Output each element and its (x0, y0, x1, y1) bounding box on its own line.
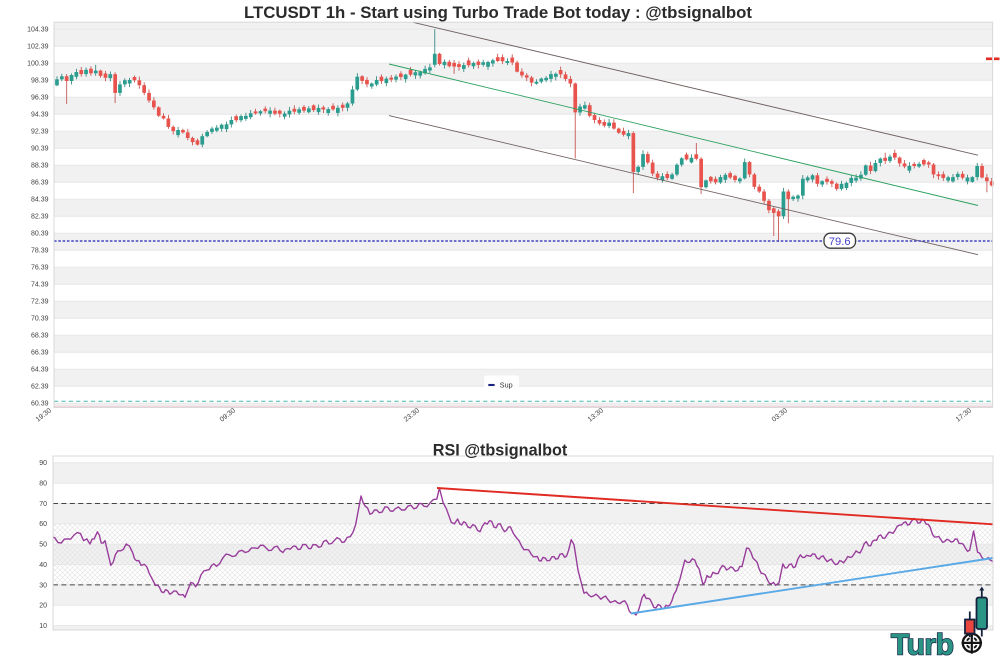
svg-text:70.39: 70.39 (31, 316, 49, 323)
svg-text:Turb: Turb (891, 629, 954, 662)
svg-text:90.39: 90.39 (31, 146, 49, 153)
svg-text:102.39: 102.39 (27, 44, 49, 51)
svg-text:60: 60 (39, 521, 47, 528)
svg-text:96.39: 96.39 (31, 95, 49, 102)
svg-text:78.39: 78.39 (31, 248, 49, 255)
svg-text:30: 30 (39, 582, 47, 589)
svg-text:79.6: 79.6 (829, 236, 851, 248)
svg-text:88.39: 88.39 (31, 163, 49, 170)
svg-text:Sup: Sup (500, 381, 513, 390)
svg-text:80.39: 80.39 (31, 231, 49, 238)
svg-text:98.39: 98.39 (31, 78, 49, 85)
svg-text:76.39: 76.39 (31, 265, 49, 272)
svg-text:72.39: 72.39 (31, 299, 49, 306)
svg-text:82.39: 82.39 (31, 214, 49, 221)
svg-text:66.39: 66.39 (31, 350, 49, 357)
svg-text:50: 50 (39, 542, 47, 549)
svg-text:70: 70 (39, 501, 47, 508)
svg-text:RSI @tbsignalbot: RSI @tbsignalbot (433, 442, 568, 460)
svg-text:62.39: 62.39 (31, 384, 49, 391)
svg-text:86.39: 86.39 (31, 180, 49, 187)
svg-text:68.39: 68.39 (31, 333, 49, 340)
svg-text:94.39: 94.39 (31, 112, 49, 119)
svg-text:84.39: 84.39 (31, 197, 49, 204)
svg-text:LTCUSDT 1h - Start using Turbo: LTCUSDT 1h - Start using Turbo Trade Bot… (244, 3, 752, 22)
svg-text:64.39: 64.39 (31, 367, 49, 374)
svg-text:100.39: 100.39 (27, 61, 49, 68)
svg-text:20: 20 (39, 603, 47, 610)
svg-text:40: 40 (39, 562, 47, 569)
svg-text:80: 80 (39, 481, 47, 488)
svg-text:10: 10 (39, 623, 47, 630)
svg-text:104.39: 104.39 (27, 27, 49, 34)
svg-text:74.39: 74.39 (31, 282, 49, 289)
svg-text:60.39: 60.39 (31, 401, 49, 408)
svg-text:92.39: 92.39 (31, 129, 49, 136)
svg-text:90: 90 (39, 460, 47, 467)
